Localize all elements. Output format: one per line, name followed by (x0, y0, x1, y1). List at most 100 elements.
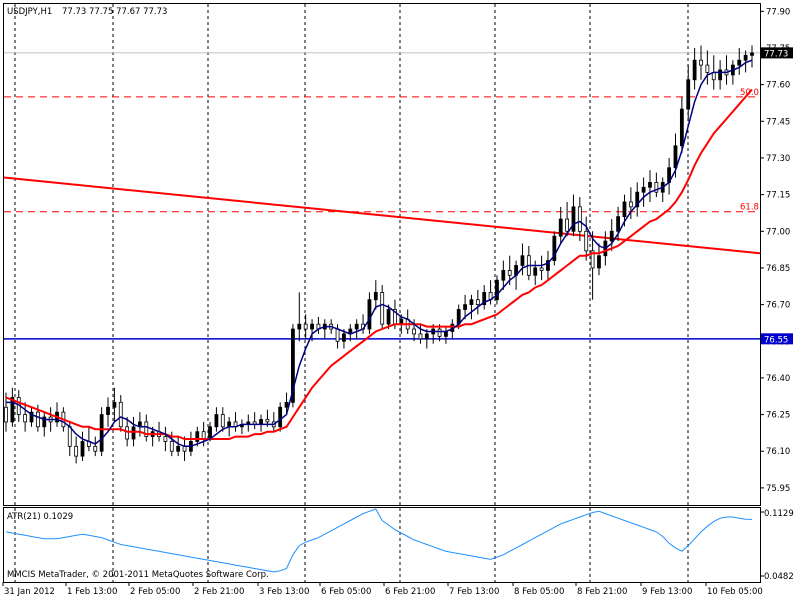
candle-body (648, 182, 652, 188)
candle-body (463, 304, 467, 310)
time-tick-label: 1 Feb 13:00 (67, 587, 117, 597)
candle-body (297, 323, 302, 330)
candle-body (176, 445, 181, 452)
time-tick-label: 8 Feb 05:00 (514, 587, 564, 597)
candle-body (10, 397, 15, 423)
candle-body (42, 416, 47, 428)
price-tick-label: 75.95 (766, 484, 790, 494)
fib-level-label: 61.8 (740, 203, 759, 213)
candle-body (112, 401, 117, 408)
price-tick-label: 76.25 (766, 411, 790, 421)
candles (4, 45, 754, 464)
candle-body (35, 411, 40, 428)
candle-body (93, 445, 98, 452)
candle-body (125, 426, 130, 440)
price-tick-label: 77.00 (766, 227, 790, 237)
candle-body (718, 69, 723, 81)
candle-body (673, 145, 678, 169)
candle-body (699, 59, 703, 66)
candle-body (310, 323, 314, 330)
candle-body (654, 182, 659, 193)
candle-body (74, 445, 79, 457)
hline-price-marker (761, 333, 793, 345)
candle-body (220, 414, 225, 428)
hline-price-label: 76.55 (764, 335, 788, 345)
candle-body (558, 218, 563, 237)
price-tick-label: 77.60 (766, 81, 790, 91)
candle-body (67, 426, 72, 447)
price-tick-label: 76.85 (766, 264, 790, 274)
atr-series-line (5, 508, 753, 573)
candle-body (424, 333, 429, 340)
candle-body (418, 333, 423, 340)
indicator-panel-frame (3, 507, 761, 583)
candle-body (641, 186, 646, 193)
candle-body (552, 235, 557, 262)
candle-body (705, 64, 710, 73)
fast-moving-average (6, 59, 753, 448)
candle-body (118, 401, 123, 428)
candle-body (482, 291, 487, 306)
price-tick-label: 77.45 (766, 117, 790, 127)
price-axis: 77.9077.7577.6077.4577.3077.1577.0076.85… (760, 7, 790, 577)
candle-body (737, 59, 742, 66)
candle-body (291, 328, 295, 403)
candle-body (565, 218, 569, 232)
candle-body (4, 406, 8, 423)
candle-body (520, 255, 525, 266)
time-tick-label: 2 Feb 05:00 (130, 587, 180, 597)
candle-body (622, 201, 627, 218)
time-tick-label: 2 Feb 21:00 (194, 587, 244, 597)
time-tick-label: 8 Feb 21:00 (577, 587, 627, 597)
candle-body (259, 419, 263, 425)
candle-body (475, 299, 480, 305)
candle-body (590, 250, 595, 269)
candle-body (628, 201, 633, 208)
time-axis: 31 Jan 2012 1 Feb 13:00 2 Feb 05:00 2 Feb 2… (2, 582, 763, 597)
candle-body (342, 333, 346, 342)
vertical-gridlines (14, 4, 689, 582)
candle-body (539, 267, 544, 271)
candle-body (169, 441, 174, 452)
candle-body (507, 269, 512, 276)
candle-body (386, 309, 391, 325)
time-tick-label: 7 Feb 13:00 (449, 587, 499, 597)
candle-body (303, 323, 308, 330)
price-tick-label: 77.90 (766, 7, 790, 17)
candle-body (208, 426, 212, 440)
candle-body (380, 291, 385, 325)
main-panel-frame (3, 3, 761, 506)
candle-body (265, 419, 270, 423)
time-tick-label: 9 Feb 13:00 (642, 587, 692, 597)
slow-ma-line (5, 88, 753, 440)
candle-body (144, 421, 149, 437)
candle-body (577, 206, 582, 232)
candle-body (692, 59, 697, 81)
candle-body (284, 401, 289, 408)
candle-body (495, 279, 499, 301)
candle-body (373, 291, 378, 301)
candle-body (609, 230, 614, 242)
symbol-label: USDJPY,H1 (7, 7, 52, 17)
candle-body (23, 414, 28, 423)
atr-line (5, 508, 753, 573)
candle-body (469, 299, 474, 305)
candle-body (533, 267, 538, 276)
atr-axis-bottom: 0.0482 (764, 572, 794, 582)
trendline-segment (3, 176, 761, 255)
trendline[interactable] (3, 176, 761, 255)
last-price-label: 77.73 (764, 49, 788, 59)
candle-body (546, 260, 550, 271)
candle-body (99, 414, 104, 452)
candle-body (106, 406, 110, 415)
candle-body (354, 323, 359, 330)
atr-label: ATR(21) 0.1029 (7, 512, 73, 522)
candle-body (584, 230, 589, 252)
time-tick-label: 6 Feb 21:00 (385, 587, 435, 597)
candle-body (750, 52, 754, 56)
candle-body (686, 79, 691, 110)
time-tick-label: 3 Feb 13:00 (259, 587, 309, 597)
candle-body (182, 445, 187, 452)
price-tick-label: 77.30 (766, 154, 790, 164)
